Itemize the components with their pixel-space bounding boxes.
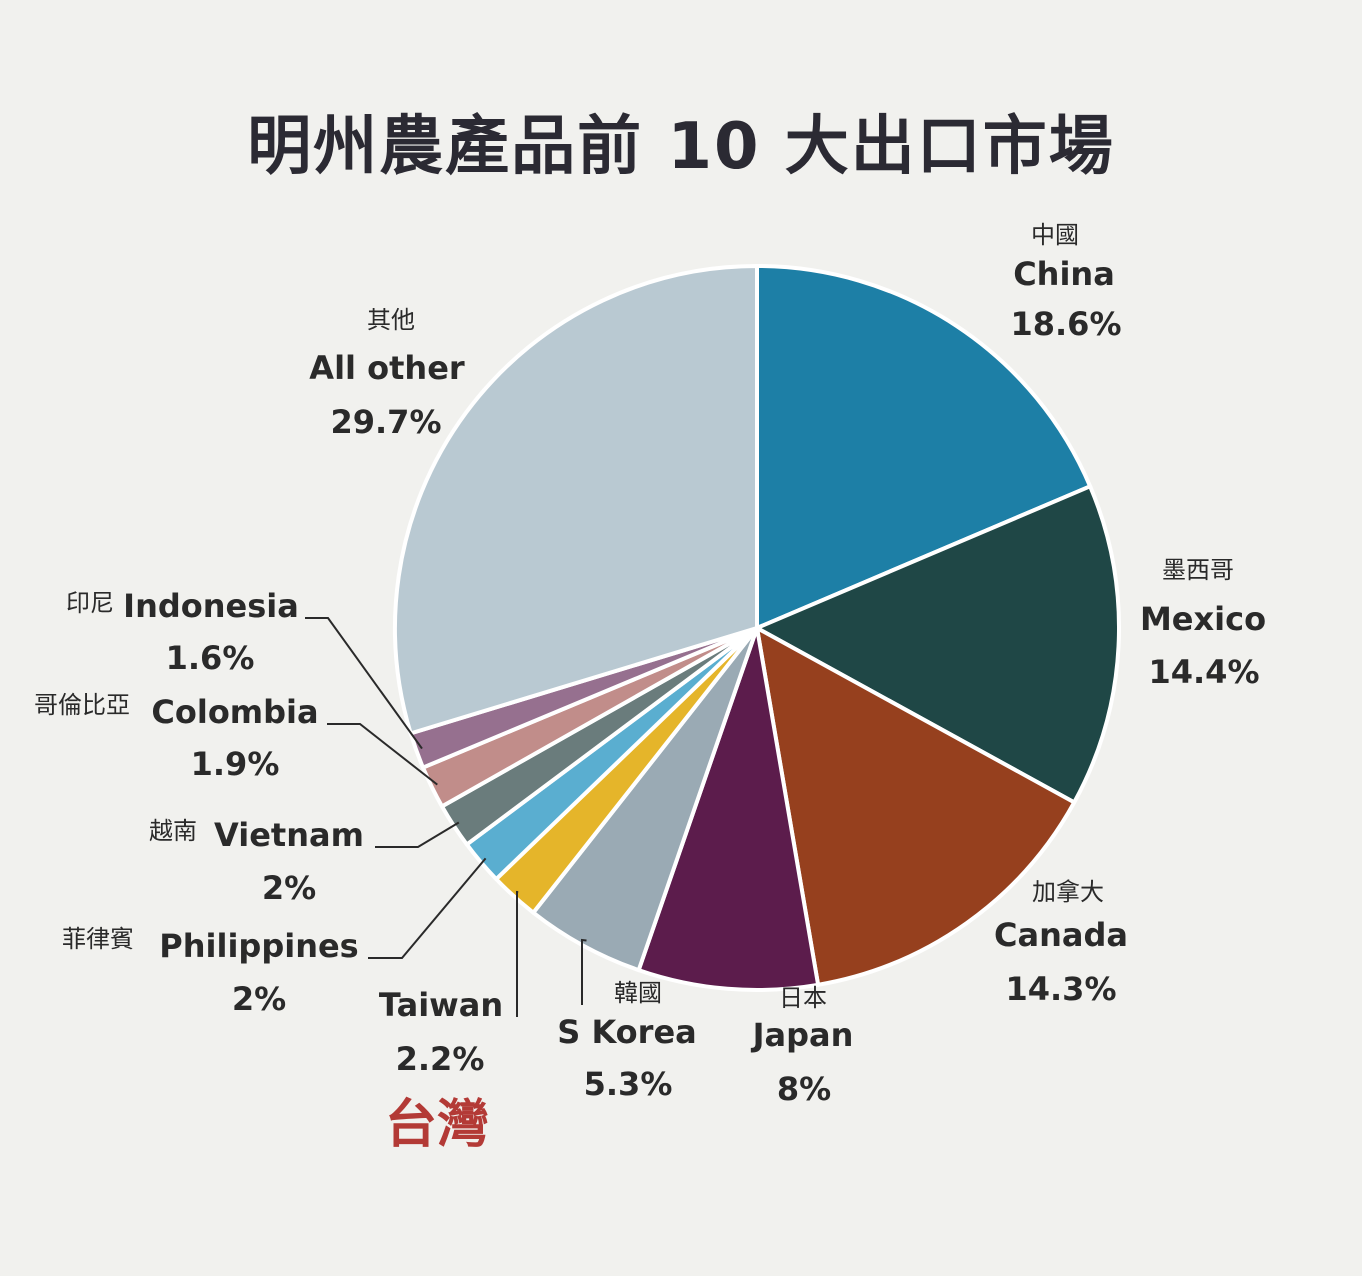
pie-slice-all-other — [393, 264, 759, 736]
slice-label-zh-indonesia: 印尼 — [66, 589, 114, 617]
slice-label-zh-vietnam: 越南 — [149, 817, 197, 845]
slice-label-zh-japan: 日本 — [779, 984, 827, 1012]
pie-slice-mexico — [755, 484, 1121, 805]
slice-label-zh-s-korea: 韓國 — [614, 979, 662, 1007]
leader-lines — [305, 617, 587, 1017]
slice-label-value-s-korea: 5.3% — [584, 1065, 673, 1103]
slice-label-name-canada: Canada — [994, 916, 1128, 954]
slice-label-name-mexico: Mexico — [1140, 600, 1266, 638]
leader-line-indonesia — [305, 617, 423, 750]
slice-label-value-mexico: 14.4% — [1148, 653, 1259, 691]
leader-line-philippines — [368, 857, 487, 959]
slice-label-name-indonesia: Indonesia — [123, 587, 299, 625]
leader-line-s-korea — [581, 938, 587, 1005]
slice-label-value-japan: 8% — [777, 1070, 831, 1108]
slice-label-name-s-korea: S Korea — [557, 1013, 696, 1051]
chart-title: 明州農產品前 10 大出口市場 — [247, 110, 1115, 184]
slice-label-name-japan: Japan — [751, 1016, 854, 1054]
slice-label-name-china: China — [1013, 255, 1115, 293]
slice-label-name-colombia: Colombia — [151, 693, 318, 731]
slice-label-zh-mexico: 墨西哥 — [1162, 556, 1234, 584]
slice-label-zh-colombia: 哥倫比亞 — [34, 691, 130, 719]
slice-label-name-all-other: All other — [309, 349, 465, 387]
slice-labels: 中國 China 18.6% 墨西哥 Mexico 14.4% 加拿大 Canada 14.3%… — [34, 221, 1266, 1108]
slice-label-zh-china: 中國 — [1031, 221, 1079, 249]
leader-line-taiwan — [516, 890, 519, 1017]
slice-label-value-canada: 14.3% — [1005, 970, 1116, 1008]
leader-line-vietnam — [375, 821, 460, 848]
slice-label-value-vietnam: 2% — [262, 869, 316, 907]
slice-label-zh-all-other: 其他 — [367, 306, 415, 334]
pie-slice-canada — [755, 626, 1077, 987]
slice-label-value-all-other: 29.7% — [330, 403, 441, 441]
slice-label-value-indonesia: 1.6% — [166, 639, 255, 677]
slice-label-zh-canada: 加拿大 — [1032, 878, 1104, 906]
slice-label-value-taiwan: 2.2% — [396, 1040, 485, 1078]
leader-line-colombia — [327, 723, 438, 786]
slice-label-value-china: 18.6% — [1010, 305, 1121, 343]
slice-label-name-philippines: Philippines — [159, 927, 358, 965]
slice-label-name-taiwan: Taiwan — [379, 986, 503, 1024]
slice-label-zh-philippines: 菲律賓 — [62, 925, 134, 953]
slice-label-value-colombia: 1.9% — [191, 745, 280, 783]
pie-slices — [393, 264, 1121, 992]
slice-label-name-vietnam: Vietnam — [214, 816, 364, 854]
taiwan-highlight-label: 台灣 — [385, 1095, 489, 1155]
slice-label-value-philippines: 2% — [232, 980, 286, 1018]
pie-slice-japan — [636, 626, 821, 992]
pie-slice-china — [755, 264, 1093, 630]
